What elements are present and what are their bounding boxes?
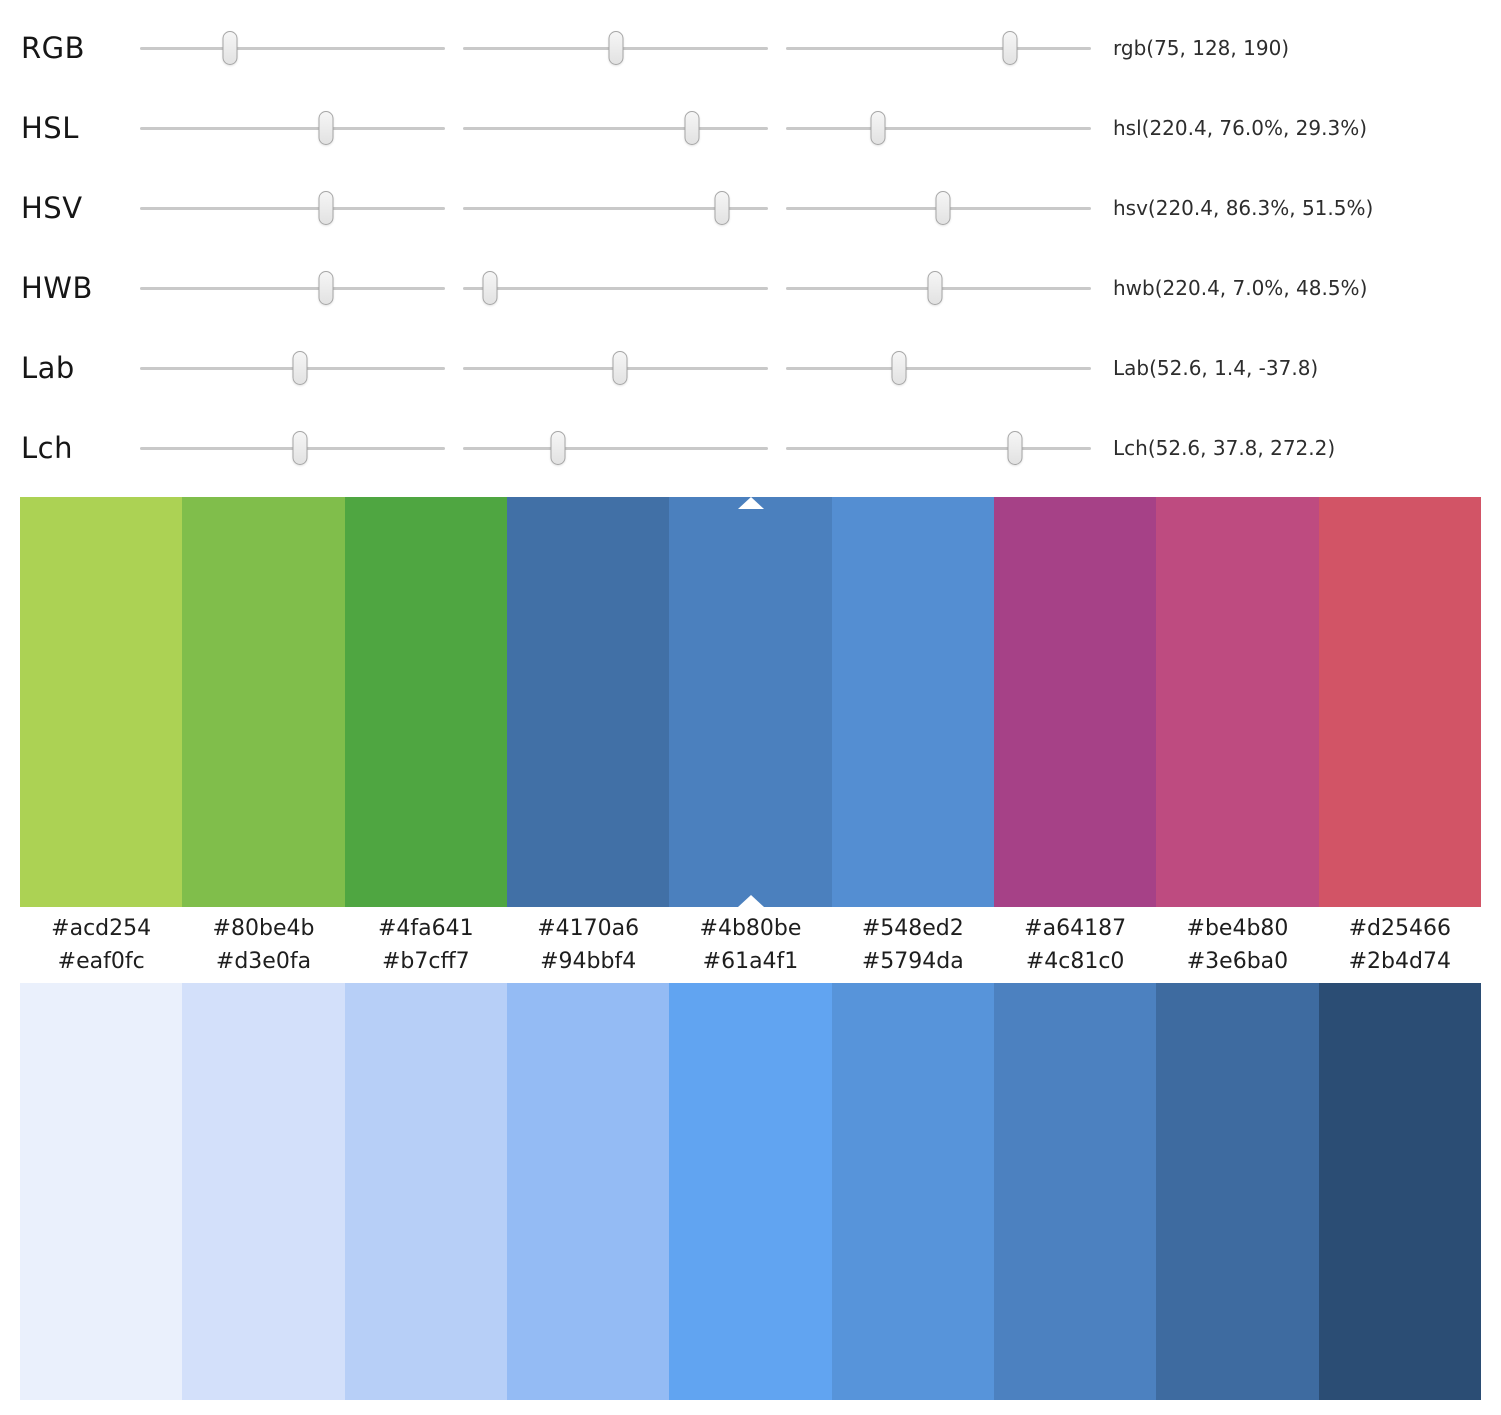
palette1-swatch-1[interactable] [20, 497, 183, 907]
hex-label: #be4b80 [1186, 916, 1289, 941]
lab-b-slider-handle[interactable] [891, 351, 907, 385]
palette1-swatch-8[interactable] [1156, 497, 1319, 907]
lab-a-slider-handle[interactable] [612, 351, 628, 385]
selected-swatch-marker-top [737, 497, 764, 509]
lab-value-text: Lab(52.6, 1.4, -37.8) [1113, 356, 1319, 380]
palette1-swatch-5[interactable] [669, 497, 832, 907]
lch-hue-slider-handle[interactable] [1007, 431, 1023, 465]
hex-label: #d3e0fa [215, 949, 312, 974]
lab-a-slider[interactable] [463, 350, 768, 386]
hex-label: #548ed2 [861, 916, 964, 941]
palette2-swatch-1[interactable] [20, 983, 183, 1400]
hex-label: #acd254 [51, 916, 152, 941]
rgb-blue-slider-handle[interactable] [1002, 31, 1018, 65]
hex-label: #eaf0fc [57, 949, 145, 974]
hwb-whiteness-slider[interactable] [463, 270, 768, 306]
hsv-saturation-slider[interactable] [463, 190, 768, 226]
colorspace-label-lab: Lab [21, 351, 75, 385]
lch-lightness-slider-handle[interactable] [292, 431, 308, 465]
hsl-lightness-slider-handle[interactable] [870, 111, 885, 145]
hex-label: #3e6ba0 [1186, 949, 1289, 974]
hex-label: #4fa641 [377, 916, 474, 941]
palette1-swatch-9[interactable] [1318, 497, 1481, 907]
hex-label: #a64187 [1024, 916, 1127, 941]
hsl-saturation-slider[interactable] [463, 110, 768, 146]
lch-chroma-slider[interactable] [463, 430, 768, 466]
hwb-hue-slider-handle[interactable] [318, 271, 334, 305]
hsv-saturation-slider-handle[interactable] [714, 191, 730, 225]
lab-lightness-slider-handle[interactable] [292, 351, 308, 385]
hwb-blackness-slider[interactable] [786, 270, 1091, 306]
colorspace-label-hsv: HSV [21, 191, 83, 225]
hsv-value-text: hsv(220.4, 86.3%, 51.5%) [1113, 196, 1374, 220]
slider-row-hsl: HSL hsl(220.4, 76.0%, 29.3%) [0, 88, 1501, 168]
lab-b-slider[interactable] [786, 350, 1091, 386]
hsl-hue-slider[interactable] [140, 110, 445, 146]
palette2-swatch-2[interactable] [182, 983, 345, 1400]
hex-label: #61a4f1 [702, 949, 799, 974]
palette2-swatch-7[interactable] [993, 983, 1157, 1400]
hex-label: #4170a6 [537, 916, 640, 941]
hsv-value-slider[interactable] [786, 190, 1091, 226]
lch-value-text: Lch(52.6, 37.8, 272.2) [1113, 436, 1336, 460]
palette1-swatch-2[interactable] [182, 497, 345, 907]
lch-lightness-slider[interactable] [140, 430, 445, 466]
lab-lightness-slider[interactable] [140, 350, 445, 386]
hsl-lightness-slider[interactable] [786, 110, 1091, 146]
slider-row-lch: Lch Lch(52.6, 37.8, 272.2) [0, 408, 1501, 488]
hwb-blackness-slider-handle[interactable] [927, 271, 943, 305]
colorspace-label-hwb: HWB [21, 271, 93, 305]
palette2-swatch-6[interactable] [831, 983, 994, 1400]
lch-hue-slider[interactable] [786, 430, 1091, 466]
slider-row-rgb: RGB rgb(75, 128, 190) [0, 8, 1501, 88]
selected-swatch-marker-bottom [737, 895, 764, 907]
palette2-swatch-3[interactable] [344, 983, 507, 1400]
hsv-value-slider-handle[interactable] [935, 191, 951, 225]
hex-label: #80be4b [212, 916, 315, 941]
colorspace-label-rgb: RGB [21, 31, 86, 65]
hwb-whiteness-slider-handle[interactable] [482, 271, 498, 305]
hsv-hue-slider[interactable] [140, 190, 445, 226]
rgb-green-slider[interactable] [463, 30, 768, 66]
palette2-swatch-8[interactable] [1156, 983, 1319, 1400]
rgb-red-slider-handle[interactable] [222, 31, 238, 65]
hsl-value-text: hsl(220.4, 76.0%, 29.3%) [1113, 116, 1368, 140]
hwb-hue-slider[interactable] [140, 270, 445, 306]
rgb-red-slider[interactable] [140, 30, 445, 66]
hex-label: #5794da [861, 949, 964, 974]
hex-label: #b7cff7 [381, 949, 470, 974]
hex-label: #4b80be [699, 916, 802, 941]
palette2-swatch-5[interactable] [669, 983, 832, 1400]
lch-chroma-slider-handle[interactable] [550, 431, 566, 465]
hsl-saturation-slider-handle[interactable] [684, 111, 700, 145]
rgb-blue-slider[interactable] [786, 30, 1091, 66]
colorspace-label-hsl: HSL [21, 111, 79, 145]
palette2-swatch-9[interactable] [1318, 983, 1481, 1400]
palette2-hex-labels: #eaf0fc #d3e0fa #b7cff7 #94bbf4 #61a4f1 … [20, 946, 1481, 983]
hwb-value-text: hwb(220.4, 7.0%, 48.5%) [1113, 276, 1368, 300]
hsl-hue-slider-handle[interactable] [318, 111, 334, 145]
palette2-swatch-4[interactable] [506, 983, 670, 1400]
palette1-swatch-3[interactable] [344, 497, 507, 907]
hex-label: #d25466 [1348, 916, 1451, 941]
palette1-swatch-4[interactable] [506, 497, 670, 907]
palette1-swatch-6[interactable] [831, 497, 994, 907]
slider-row-lab: Lab Lab(52.6, 1.4, -37.8) [0, 328, 1501, 408]
rgb-value-text: rgb(75, 128, 190) [1113, 36, 1290, 60]
slider-row-hsv: HSV hsv(220.4, 86.3%, 51.5%) [0, 168, 1501, 248]
palette-hue-variations [20, 497, 1481, 907]
palette1-hex-labels: #acd254 #80be4b #4fa641 #4170a6 #4b80be … [20, 907, 1481, 946]
palette-tints-shades [20, 983, 1481, 1400]
slider-row-hwb: HWB hwb(220.4, 7.0%, 48.5%) [0, 248, 1501, 328]
hex-label: #4c81c0 [1025, 949, 1125, 974]
slider-section: RGB rgb(75, 128, 190) HSL hsl(220 [0, 0, 1501, 488]
hex-label: #94bbf4 [540, 949, 637, 974]
rgb-green-slider-handle[interactable] [608, 31, 624, 65]
palette1-swatch-7[interactable] [993, 497, 1157, 907]
hsv-hue-slider-handle[interactable] [318, 191, 334, 225]
hex-label: #2b4d74 [1348, 949, 1451, 974]
colorspace-label-lch: Lch [21, 431, 73, 465]
